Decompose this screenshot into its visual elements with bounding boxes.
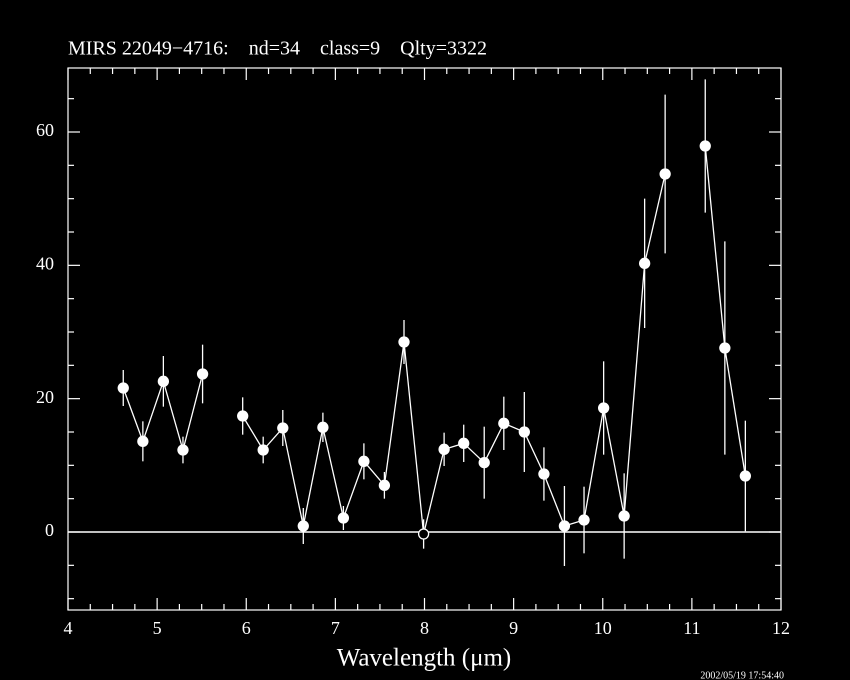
x-tick-label: 12	[772, 618, 790, 638]
data-point	[417, 528, 430, 540]
y-tick-label: 20	[36, 387, 54, 407]
data-point	[277, 422, 289, 434]
data-point	[157, 375, 170, 387]
data-point	[297, 520, 309, 532]
y-tick-label: 60	[36, 120, 54, 140]
x-tick-label: 10	[594, 618, 612, 638]
data-point	[597, 402, 610, 414]
data-point	[196, 368, 209, 380]
x-tick-label: 11	[683, 618, 700, 638]
x-tick-label: 5	[153, 618, 162, 638]
data-point	[398, 336, 410, 348]
data-point	[739, 470, 751, 482]
chart-title: MIRS 22049−4716: nd=34 class=9 Qlty=3322	[68, 38, 487, 60]
x-tick-label: 7	[331, 618, 340, 638]
data-point	[578, 514, 590, 526]
data-point	[117, 382, 129, 394]
data-point	[177, 444, 189, 456]
x-axis-label: Wavelength (μm)	[337, 645, 512, 672]
data-point	[478, 457, 490, 469]
data-point	[458, 437, 470, 449]
x-tick-label: 6	[242, 618, 251, 638]
data-point	[618, 510, 630, 522]
y-tick-label: 0	[45, 520, 54, 540]
x-tick-label: 4	[64, 618, 73, 638]
data-point	[237, 410, 249, 422]
data-point	[638, 257, 651, 269]
data-point	[498, 417, 510, 429]
data-point	[378, 479, 391, 491]
data-point	[538, 468, 550, 480]
data-point	[438, 443, 450, 455]
data-point	[317, 421, 329, 433]
timestamp: 2002/05/19 17:54:40	[700, 670, 784, 680]
data-point	[337, 512, 350, 524]
x-tick-label: 9	[509, 618, 518, 638]
data-point	[518, 426, 530, 438]
data-point	[137, 435, 149, 447]
data-point	[699, 140, 711, 152]
x-tick-label: 8	[420, 618, 429, 638]
data-point	[719, 342, 731, 354]
y-tick-label: 40	[36, 253, 54, 273]
data-point	[358, 455, 370, 467]
data-point	[558, 520, 571, 532]
data-point	[659, 168, 671, 180]
data-point	[257, 444, 269, 456]
